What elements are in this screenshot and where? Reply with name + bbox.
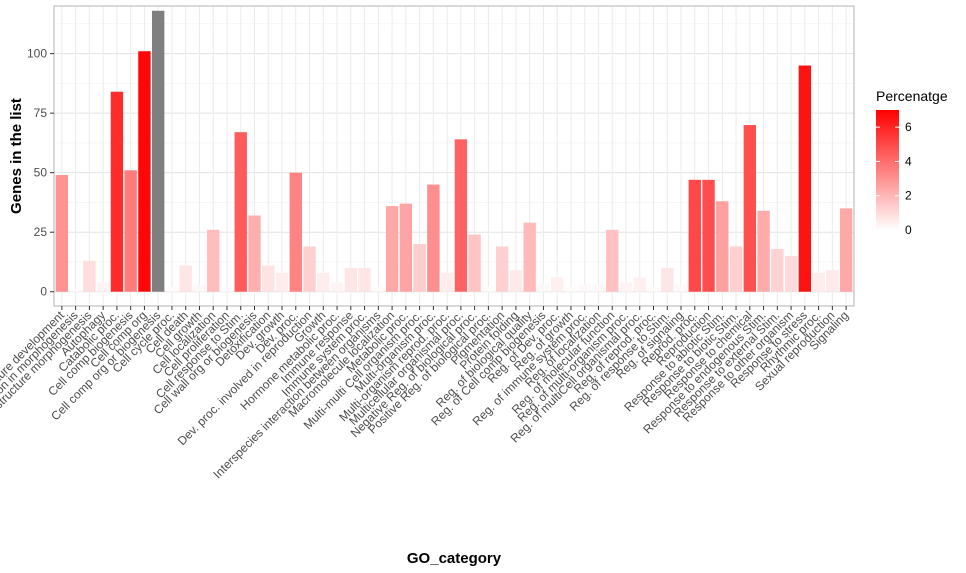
legend-ticks: 0 2 4 6 <box>876 120 912 237</box>
legend-tick-label: 4 <box>905 154 912 168</box>
bar <box>151 10 165 292</box>
legend-title: Percenatge <box>876 88 948 104</box>
bar <box>427 184 440 292</box>
legend: Percenatge 0 2 4 6 <box>876 88 948 237</box>
bar <box>303 246 316 292</box>
bar <box>124 170 137 292</box>
bar <box>798 65 812 292</box>
bar <box>110 91 124 292</box>
bar <box>275 272 289 292</box>
bar <box>564 286 578 292</box>
bar <box>358 267 371 292</box>
y-tick-label: 75 <box>34 106 48 120</box>
bar <box>716 201 729 292</box>
bar <box>784 256 798 292</box>
bar <box>234 132 247 292</box>
bar <box>69 289 82 292</box>
bar <box>743 125 757 292</box>
legend-tick-label: 6 <box>905 120 912 134</box>
bar <box>96 282 110 292</box>
bar <box>413 244 426 292</box>
legend-tick-label: 2 <box>905 189 912 203</box>
bar <box>289 172 302 292</box>
bar <box>207 229 220 292</box>
y-axis-title: Genes in the list <box>8 98 25 214</box>
bar <box>193 284 206 292</box>
bar <box>537 284 550 292</box>
plot-border <box>53 5 855 307</box>
bar <box>839 208 853 292</box>
bar <box>55 175 69 292</box>
bar <box>674 284 688 292</box>
y-tick-label: 25 <box>34 225 48 239</box>
bar <box>509 270 523 292</box>
bar <box>619 282 633 292</box>
bar <box>495 246 509 292</box>
bar <box>606 229 619 292</box>
bar <box>399 203 413 292</box>
bar <box>647 286 660 292</box>
bar <box>688 179 701 292</box>
bar <box>523 222 536 292</box>
x-axis-title: GO_category <box>407 550 502 567</box>
bar <box>179 265 192 292</box>
bar <box>633 277 646 292</box>
bar <box>317 272 330 292</box>
bar <box>262 265 275 292</box>
y-tick-label: 100 <box>27 47 47 61</box>
bar <box>578 284 591 292</box>
bars <box>55 10 853 292</box>
bar <box>757 210 770 292</box>
bar <box>771 248 784 292</box>
bar <box>702 179 715 292</box>
y-tick-label: 50 <box>34 166 48 180</box>
bar <box>83 260 96 292</box>
bar <box>440 272 454 292</box>
bar <box>385 206 399 292</box>
bar <box>812 272 825 292</box>
legend-tick-label: 0 <box>905 223 912 237</box>
legend-colorbar <box>876 110 899 230</box>
bar <box>165 286 179 292</box>
bar <box>468 234 481 292</box>
bar <box>661 267 674 292</box>
bar <box>729 246 743 292</box>
bar <box>454 139 468 292</box>
bar <box>550 277 564 292</box>
bar <box>248 215 261 292</box>
bar <box>592 284 605 292</box>
bar <box>482 286 495 292</box>
y-tick-label: 0 <box>40 285 47 299</box>
bar <box>344 267 358 292</box>
bar <box>372 286 385 292</box>
bar <box>330 282 344 292</box>
y-axis-ticks: 0 25 50 75 100 <box>27 47 54 299</box>
bar <box>826 270 839 292</box>
x-axis-ticks: Anatomical structure developmentAnatomic… <box>0 306 851 503</box>
bar <box>138 51 151 292</box>
bar <box>220 286 234 292</box>
